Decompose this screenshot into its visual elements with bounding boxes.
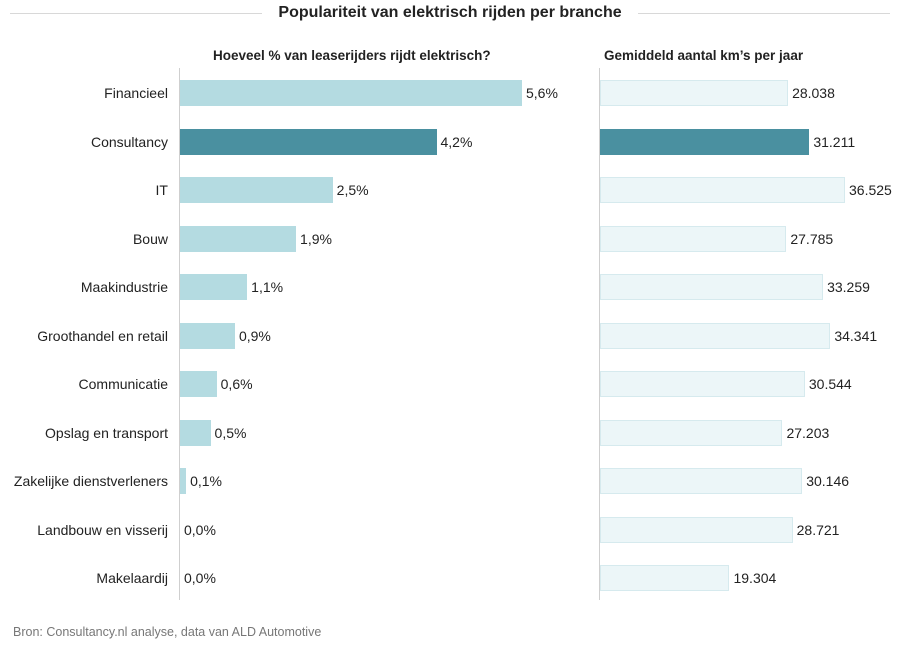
- km-value-label: 28.721: [796, 521, 840, 538]
- percentage-value-label: 0,9%: [238, 327, 271, 344]
- right-axis-line: [599, 68, 600, 600]
- percentage-bar: [180, 80, 522, 106]
- percentage-value-label: 1,9%: [300, 230, 332, 247]
- percentage-bar: [180, 371, 217, 397]
- km-value-label: 33.259: [827, 279, 870, 295]
- category-label: Opslag en transport: [45, 424, 168, 441]
- category-label: Maakindustrie: [80, 279, 168, 295]
- percentage-value-label: 0,1%: [190, 473, 223, 489]
- km-value-label: 31.211: [813, 133, 856, 150]
- percentage-bar: [180, 225, 297, 252]
- category-label: Makelaardij: [96, 570, 168, 586]
- km-bar: [600, 419, 783, 446]
- percentage-bar: [180, 177, 333, 203]
- category-label: Groothandel en retail: [37, 327, 168, 344]
- percentage-value-label: 0,6%: [220, 376, 253, 392]
- km-bar: [600, 322, 831, 349]
- km-bar: [600, 80, 789, 106]
- km-bar: [600, 177, 845, 203]
- percentage-value-label: 0,0%: [184, 570, 216, 586]
- category-label: Landbouw en visserij: [37, 521, 168, 538]
- km-bar: [600, 225, 787, 252]
- percentage-bar: [180, 128, 437, 155]
- title-rule-left: [10, 13, 262, 14]
- category-label: IT: [155, 182, 168, 198]
- km-value-label: 28.038: [792, 85, 835, 101]
- percentage-value-label: 0,5%: [214, 424, 247, 441]
- km-bar: [600, 371, 805, 397]
- right-panel-title: Gemiddeld aantal km’s per jaar: [604, 48, 804, 63]
- km-bar: [600, 516, 793, 543]
- percentage-value-label: 1,1%: [251, 279, 284, 295]
- percentage-bar: [180, 274, 248, 300]
- km-value-label: 19.304: [733, 570, 777, 586]
- category-label: Communicatie: [78, 376, 168, 392]
- km-value-label: 30.146: [806, 473, 850, 489]
- percentage-value-label: 4,2%: [440, 133, 473, 150]
- category-label: Consultancy: [90, 133, 168, 150]
- percentage-value-label: 2,5%: [336, 182, 369, 198]
- km-value-label: 34.341: [834, 327, 878, 344]
- source-note: Bron: Consultancy.nl analyse, data van A…: [13, 625, 322, 639]
- title-rule-right: [638, 13, 890, 14]
- km-value-label: 27.203: [786, 424, 830, 441]
- category-label: Financieel: [104, 85, 168, 101]
- category-label: Bouw: [132, 230, 168, 247]
- km-value-label: 30.544: [808, 376, 852, 392]
- percentage-value-label: 0,0%: [184, 521, 216, 538]
- km-value-label: 36.525: [849, 182, 892, 198]
- km-value-label: 27.785: [790, 230, 834, 247]
- km-bar: [600, 274, 824, 300]
- category-label: Zakelijke dienstverleners: [13, 473, 168, 489]
- km-bar: [600, 468, 803, 494]
- percentage-bar: [180, 419, 211, 446]
- percentage-value-label: 5,6%: [526, 85, 558, 101]
- chart-title: Populariteit van elektrisch rijden per b…: [278, 4, 622, 21]
- percentage-bar: [180, 468, 187, 494]
- km-bar: [600, 128, 810, 155]
- km-bar: [600, 565, 730, 591]
- left-axis-line: [179, 68, 180, 600]
- left-panel-title: Hoeveel % van leaserijders rijdt elektri…: [213, 48, 491, 63]
- percentage-bar: [180, 322, 235, 349]
